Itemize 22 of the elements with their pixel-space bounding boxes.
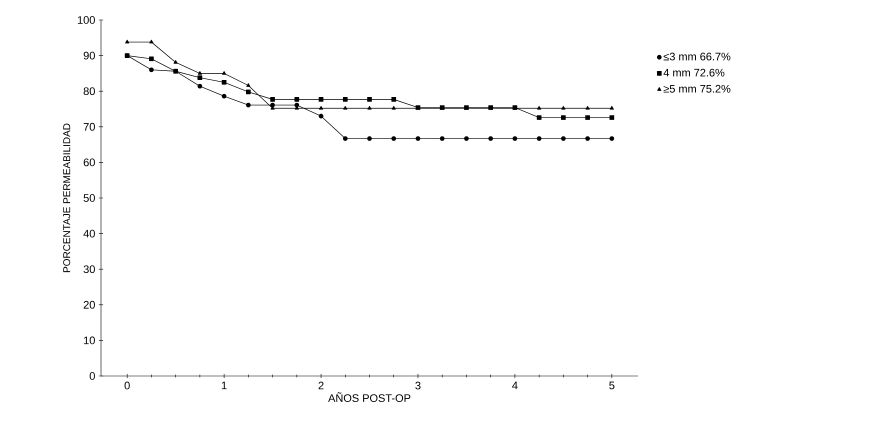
x-tick-label: 2	[318, 382, 324, 390]
y-tick-label: 60	[84, 158, 95, 166]
x-tick-label: 0	[124, 382, 130, 390]
y-tick-label: 80	[84, 87, 95, 96]
y-tick-label: 50	[84, 194, 95, 202]
y-tick-label: 10	[84, 336, 95, 344]
y-tick-label: 40	[83, 230, 95, 238]
x-tick-label: 4	[512, 382, 518, 390]
legend-label: ≤3 mm 66.7%	[664, 52, 730, 60]
x-tick-label: 5	[609, 382, 614, 390]
y-tick-label: 30	[84, 265, 95, 274]
legend-label: ≥5 mm 75.2%	[664, 84, 730, 93]
x-tick-label: 1	[222, 382, 227, 390]
y-tick-label: 70	[84, 122, 95, 131]
y-tick-label: 20	[84, 300, 95, 309]
x-axis-title: AÑOS POST-OP	[328, 392, 410, 402]
y-tick-label: 100	[78, 16, 95, 24]
x-tick-label: 3	[415, 382, 421, 390]
y-axis-title: PORCENTAJE PERMEABILIDAD	[63, 124, 70, 272]
y-tick-label: 90	[84, 52, 95, 60]
legend-label: 4 mm 72.6%	[664, 68, 724, 77]
y-tick-label: 0	[90, 372, 95, 380]
